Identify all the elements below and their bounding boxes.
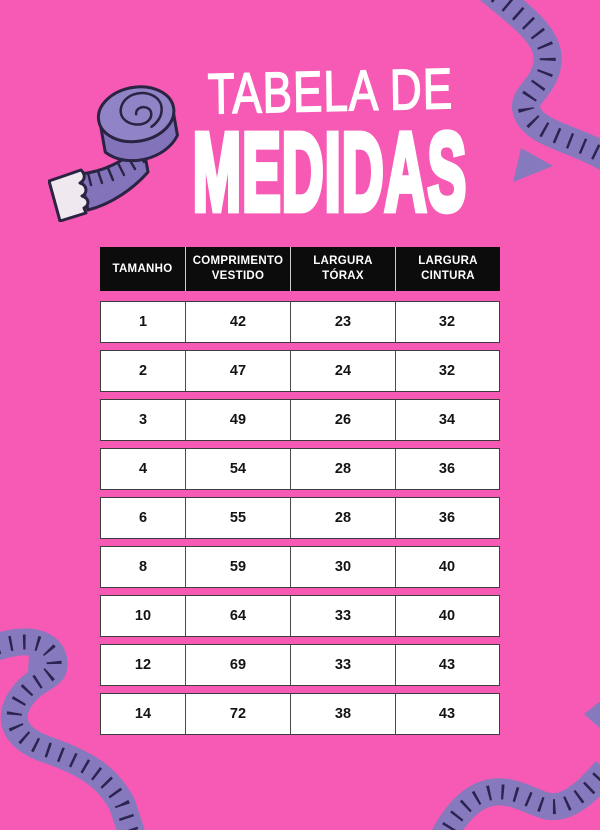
table-row: 8 59 30 40	[100, 546, 500, 588]
cell-dress-length: 69	[185, 645, 290, 685]
cell-size: 12	[134, 657, 152, 673]
table-row: 14 72 38 43	[100, 693, 500, 735]
wavy-tape-bottom-left-icon	[0, 628, 145, 830]
cell-waist-width: 43	[395, 645, 498, 685]
table-row: 1 42 23 32	[100, 301, 500, 343]
cell-size: 10	[134, 608, 152, 624]
table-header: TAMANHO COMPRIMENTO VESTIDO LARGURA TÓRA…	[100, 247, 500, 291]
title-block: TABELA DE MEDIDAS	[140, 0, 520, 240]
cell-size: 14	[134, 706, 152, 722]
cell-dress-length: 49	[185, 400, 290, 440]
cell-chest-width: 30	[290, 547, 395, 587]
cell-chest-width: 28	[290, 498, 395, 538]
table-row: 4 54 28 36	[100, 448, 500, 490]
table-row: 3 49 26 34	[100, 399, 500, 441]
table-row: 12 69 33 43	[100, 644, 500, 686]
table-row: 10 64 33 40	[100, 595, 500, 637]
cell-size: 2	[138, 363, 148, 379]
header-cell-largura-torax: LARGURA TÓRAX	[290, 247, 395, 291]
cell-chest-width: 26	[290, 400, 395, 440]
cell-chest-width: 24	[290, 351, 395, 391]
cell-dress-length: 42	[185, 302, 290, 342]
header-cell-tamanho: TAMANHO	[112, 262, 173, 275]
header-cell-largura-cintura: LARGURA CINTURA	[395, 247, 500, 291]
cell-chest-width: 33	[290, 596, 395, 636]
measuring-tape-roll-icon	[48, 85, 179, 222]
cell-size: 1	[138, 314, 148, 330]
wavy-tape-bottom-right-icon	[432, 701, 600, 830]
cell-size: 4	[138, 461, 148, 477]
cell-waist-width: 34	[395, 400, 498, 440]
table-row: 2 47 24 32	[100, 350, 500, 392]
table-rows: 1 42 23 32 2 47 24 32 3 49 26 34	[100, 301, 500, 735]
cell-waist-width: 32	[395, 302, 498, 342]
cell-size: 8	[138, 559, 148, 575]
cell-dress-length: 55	[185, 498, 290, 538]
header-cell-comprimento-vestido: COMPRIMENTO VESTIDO	[185, 247, 290, 291]
cell-waist-width: 32	[395, 351, 498, 391]
size-table: TAMANHO COMPRIMENTO VESTIDO LARGURA TÓRA…	[100, 247, 500, 735]
cell-dress-length: 54	[185, 449, 290, 489]
cell-size: 3	[138, 412, 148, 428]
cell-dress-length: 59	[185, 547, 290, 587]
cell-chest-width: 33	[290, 645, 395, 685]
cell-chest-width: 23	[290, 302, 395, 342]
cell-chest-width: 38	[290, 694, 395, 734]
title-line-2: MEDIDAS	[191, 109, 468, 236]
cell-waist-width: 36	[395, 449, 498, 489]
cell-chest-width: 28	[290, 449, 395, 489]
cell-size: 6	[138, 510, 148, 526]
cell-dress-length: 47	[185, 351, 290, 391]
cell-dress-length: 72	[185, 694, 290, 734]
cell-waist-width: 40	[395, 596, 498, 636]
cell-dress-length: 64	[185, 596, 290, 636]
wavy-tape-top-right-icon	[479, 0, 600, 182]
cell-waist-width: 36	[395, 498, 498, 538]
table-row: 6 55 28 36	[100, 497, 500, 539]
cell-waist-width: 40	[395, 547, 498, 587]
cell-waist-width: 43	[395, 694, 498, 734]
